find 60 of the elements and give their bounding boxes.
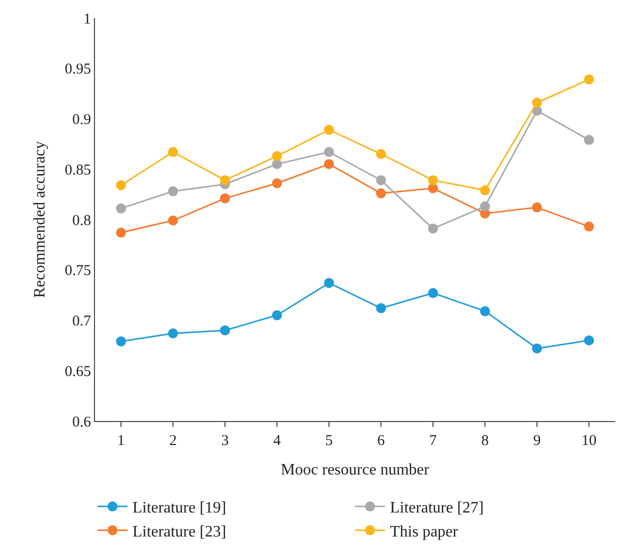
x-tick-label: 1 [117,433,125,449]
point [116,336,126,346]
point [220,193,230,204]
legend-label: Literature [23] [132,523,226,540]
point [116,228,126,238]
y-tick-label: 0.95 [64,62,91,78]
point [168,186,178,196]
y-tick-label: 1 [84,11,91,28]
x-tick-label: 8 [481,433,489,449]
point [272,178,282,188]
x-tick-label: 2 [169,433,177,449]
legend-label: This paper [390,523,459,540]
point [376,149,386,160]
point [584,74,594,84]
point [168,216,178,226]
point [324,159,334,170]
point [168,328,178,338]
y-tick-label: 0.75 [64,263,91,280]
y-tick-label: 0.6 [72,414,92,430]
y-tick-label: 0.9 [72,112,91,128]
point [168,147,178,157]
point [116,203,126,214]
point [584,222,594,232]
y-tick-label: 0.85 [64,162,91,178]
x-tick-label: 3 [221,433,229,449]
point [272,151,282,162]
point [480,185,490,196]
point [584,134,594,145]
point [532,202,542,212]
point [532,98,542,108]
point [376,175,386,186]
point [428,288,438,298]
x-axis-title: Mooc resource number [280,462,430,479]
point [376,303,386,314]
legend-label: Literature [27] [390,500,484,517]
x-tick-label: 5 [325,433,333,449]
point [324,147,334,157]
x-tick-label: 9 [533,433,541,449]
point [324,278,334,288]
x-tick-label: 10 [582,433,596,449]
point [480,306,490,316]
y-tick-label: 0.65 [64,364,91,380]
x-tick-label: 7 [429,433,438,449]
y-axis-title: Recommended accuracy [32,141,49,298]
point [324,124,334,135]
point [272,310,282,320]
point [376,188,386,198]
point [532,343,542,354]
x-tick-label: 4 [273,433,282,449]
point [220,175,230,186]
y-tick-label: 0.7 [72,314,92,330]
point [584,335,594,346]
point [428,175,438,186]
point [220,325,230,336]
legend-label: Literature [19] [132,500,226,517]
point [480,201,490,212]
point [116,180,126,190]
y-tick-label: 0.8 [72,212,91,229]
x-tick-label: 6 [377,433,386,449]
point [428,224,438,234]
